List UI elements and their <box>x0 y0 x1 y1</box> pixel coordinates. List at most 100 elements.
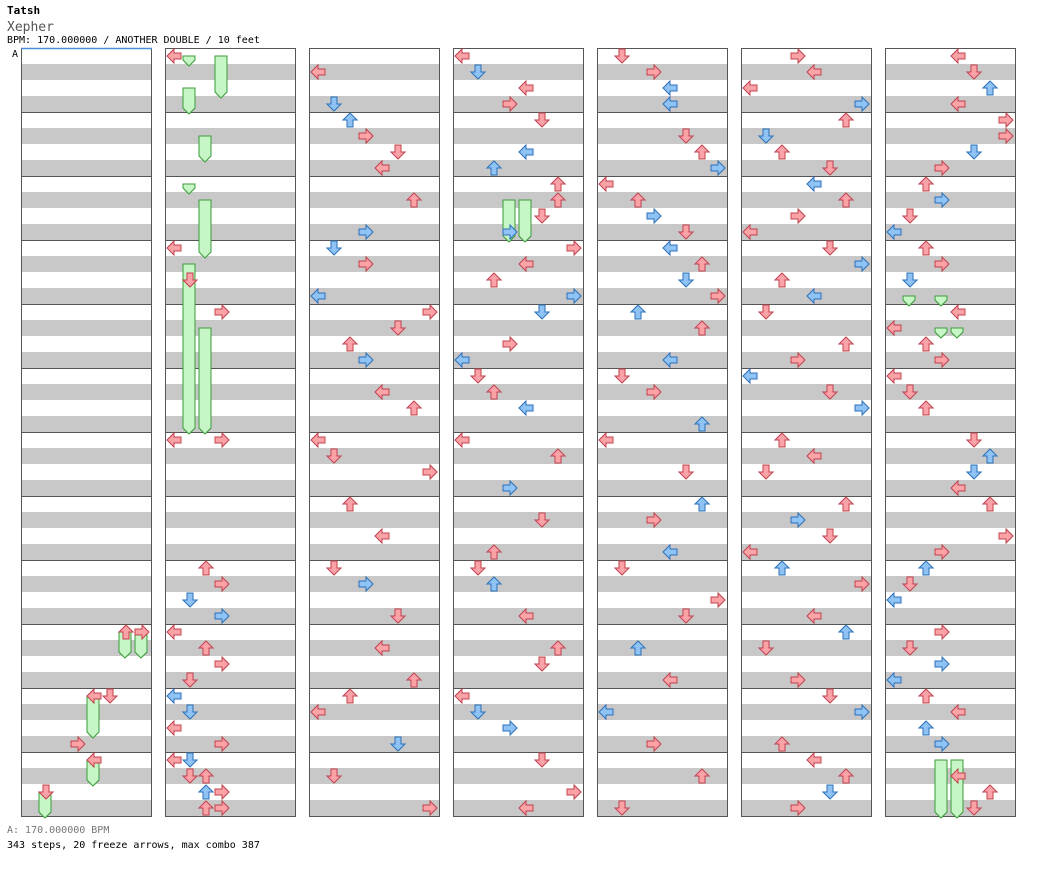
row-band <box>453 160 584 176</box>
step-arrow <box>502 335 518 353</box>
row-band <box>597 720 728 736</box>
step-arrow <box>518 399 534 417</box>
row-band <box>165 800 296 816</box>
row-band <box>741 528 872 544</box>
freeze-arrow <box>182 55 196 67</box>
row-band <box>453 688 584 704</box>
row-band <box>597 336 728 352</box>
step-arrow <box>773 272 791 288</box>
step-arrow <box>934 191 950 209</box>
row-band <box>885 544 1016 560</box>
row-band <box>309 400 440 416</box>
step-arrow <box>214 607 230 625</box>
row-band <box>885 272 1016 288</box>
row-band <box>165 144 296 160</box>
row-band <box>885 208 1016 224</box>
step-arrow <box>166 687 182 705</box>
row-band <box>165 768 296 784</box>
row-band <box>21 48 152 64</box>
step-arrow <box>837 768 855 784</box>
step-arrow <box>70 735 86 753</box>
row-band <box>21 96 152 112</box>
step-arrow <box>854 703 870 721</box>
row-band <box>741 160 872 176</box>
step-arrow <box>181 592 199 608</box>
row-band <box>597 496 728 512</box>
row-band <box>21 160 152 176</box>
step-arrow <box>677 608 695 624</box>
row-band <box>309 224 440 240</box>
step-arrow <box>358 351 374 369</box>
row-band <box>21 368 152 384</box>
step-arrow <box>533 112 551 128</box>
step-arrow <box>773 736 791 752</box>
row-band <box>597 192 728 208</box>
step-arrow <box>598 175 614 193</box>
step-arrow <box>469 704 487 720</box>
step-arrow <box>197 800 215 816</box>
step-arrow <box>310 287 326 305</box>
row-band <box>165 416 296 432</box>
row-band <box>21 576 152 592</box>
column-border <box>741 48 872 817</box>
row-band <box>309 704 440 720</box>
step-arrow <box>325 448 343 464</box>
row-band <box>309 512 440 528</box>
row-band <box>165 448 296 464</box>
step-arrow <box>454 351 470 369</box>
row-band <box>741 624 872 640</box>
step-arrow <box>166 47 182 65</box>
step-arrow <box>662 95 678 113</box>
row-band <box>165 368 296 384</box>
step-arrow <box>837 336 855 352</box>
row-band <box>741 112 872 128</box>
row-band <box>453 480 584 496</box>
row-band <box>309 480 440 496</box>
row-band <box>453 752 584 768</box>
row-band <box>453 416 584 432</box>
row-band <box>885 464 1016 480</box>
step-arrow <box>806 63 822 81</box>
step-arrow <box>950 703 966 721</box>
row-band <box>21 496 152 512</box>
row-band <box>165 352 296 368</box>
step-arrow <box>214 303 230 321</box>
chart-column <box>597 48 728 817</box>
row-band <box>21 336 152 352</box>
row-band <box>741 736 872 752</box>
step-arrow <box>374 639 390 657</box>
row-band <box>309 256 440 272</box>
row-band <box>453 464 584 480</box>
row-band <box>309 784 440 800</box>
step-arrow <box>197 640 215 656</box>
step-arrow <box>998 111 1014 129</box>
row-band <box>741 336 872 352</box>
row-band <box>309 48 440 64</box>
step-arrow <box>965 432 983 448</box>
step-arrow <box>757 128 775 144</box>
row-band <box>309 64 440 80</box>
step-arrow <box>181 672 199 688</box>
freeze-arrow <box>934 295 948 307</box>
row-band <box>597 560 728 576</box>
row-band <box>309 128 440 144</box>
step-arrow <box>37 784 55 800</box>
row-band <box>597 160 728 176</box>
step-arrow <box>325 560 343 576</box>
step-arrow <box>934 255 950 273</box>
step-arrow <box>214 799 230 817</box>
step-arrow <box>181 752 199 768</box>
row-band <box>21 448 152 464</box>
step-arrow <box>757 464 775 480</box>
row-band <box>309 112 440 128</box>
step-arrow <box>518 799 534 817</box>
row-band <box>309 448 440 464</box>
step-arrow <box>454 431 470 449</box>
row-band <box>21 384 152 400</box>
row-band <box>165 736 296 752</box>
step-arrow <box>981 80 999 96</box>
row-band <box>885 592 1016 608</box>
step-arrow <box>806 751 822 769</box>
row-band <box>885 688 1016 704</box>
row-band <box>453 784 584 800</box>
